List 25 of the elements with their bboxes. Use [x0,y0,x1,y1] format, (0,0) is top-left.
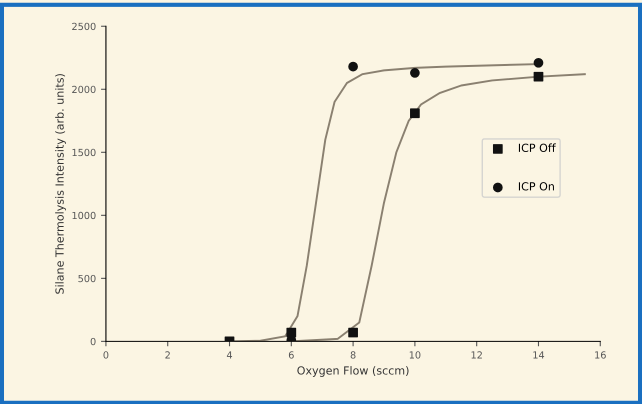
y-tick-label: 0 [90,338,96,346]
y-tick-label: 2500 [72,22,96,30]
point [534,72,544,82]
x-tick-label: 14 [533,351,544,358]
point [534,58,544,68]
point [410,108,420,118]
x-tick-label: 8 [350,351,356,359]
point [348,62,358,72]
y-tick-label: 2000 [72,86,96,94]
x-tick-label: 0 [103,351,108,359]
x-tick-label: 12 [472,351,482,358]
point [410,68,420,78]
y-tick-label: 1500 [72,148,96,156]
y-tick-label: 500 [78,274,96,282]
x-tick-label: 10 [410,351,420,359]
x-tick-label: 16 [595,351,606,359]
y-axis-title: Silane Thermolysis Intensity (arb. units) [55,74,66,294]
x-tick-label: 2 [165,351,170,358]
point [348,328,358,338]
x-axis-title: Oxygen Flow (sccm) [297,366,409,377]
x-tick-label: 6 [288,351,294,359]
legend-label: ICP On [518,182,554,191]
y-tick-label: 1000 [72,212,96,220]
x-tick-label: 4 [226,351,232,358]
legend-label: ICP Off [518,143,556,152]
